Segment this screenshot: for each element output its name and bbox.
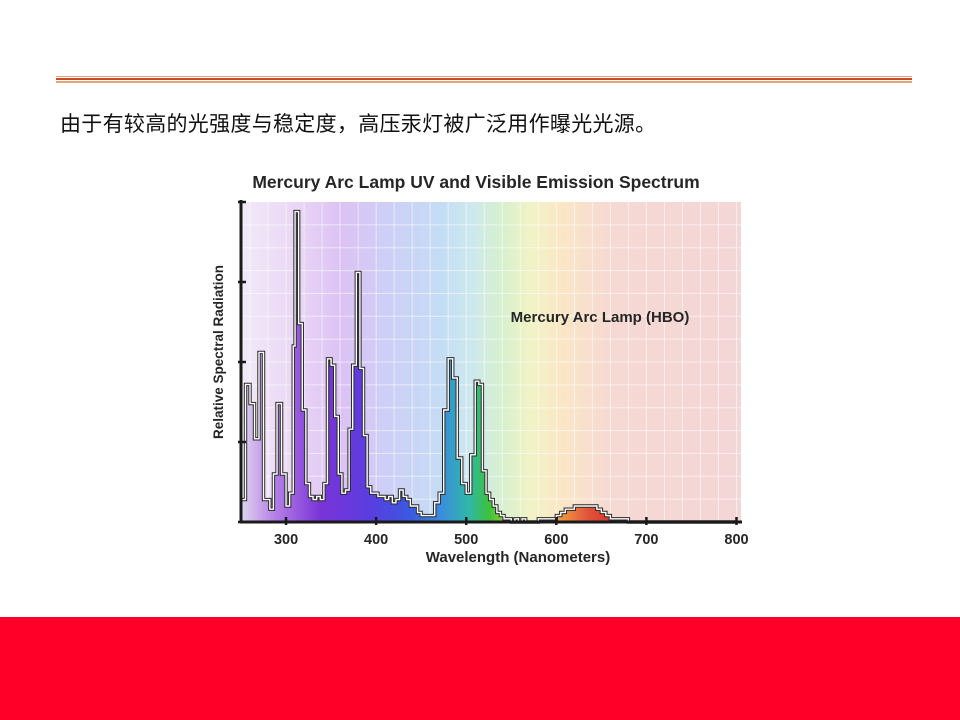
x-axis-label: Wavelength (Nanometers) <box>426 549 610 566</box>
title-rule <box>56 76 912 83</box>
x-tick-label: 400 <box>364 532 388 548</box>
spectrum-area <box>241 211 737 522</box>
x-tick-label: 300 <box>274 532 298 548</box>
x-tick-label: 700 <box>634 532 658 548</box>
spectrum-outline-highlight <box>241 210 737 523</box>
x-tick-labels: 300 400 500 600 700 800 <box>274 532 749 548</box>
spectrum-chart-svg: 300 400 500 600 700 800 Mercury Arc Lamp UV a… <box>211 172 749 566</box>
chart-axes <box>238 200 742 525</box>
y-axis-label: Relative Spectral Radiation <box>211 265 226 439</box>
chart-grid <box>241 202 741 522</box>
spectrum-chart: 300 400 500 600 700 800 Mercury Arc Lamp UV a… <box>200 166 760 576</box>
x-tick-label: 500 <box>454 532 478 548</box>
series-annotation: Mercury Arc Lamp (HBO) <box>511 309 690 326</box>
slide-caption: 由于有较高的光强度与稳定度，高压汞灯被广泛用作曝光光源。 <box>60 112 657 136</box>
chart-title: Mercury Arc Lamp UV and Visible Emission… <box>252 172 699 192</box>
x-tick-label: 800 <box>724 532 748 548</box>
x-tick-label: 600 <box>544 532 568 548</box>
footer-band <box>0 617 960 720</box>
